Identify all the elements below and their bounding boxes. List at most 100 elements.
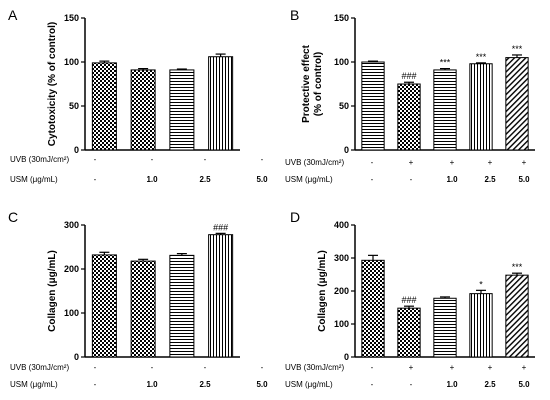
panel-a: A 0 50 100 150 Cytotoxicity (% of control) UVB…	[8, 7, 268, 184]
y-axis-label: Cytotoxicity (% of control)	[47, 22, 58, 146]
condition-value: 2.5	[199, 380, 211, 389]
y-tick-label: 0	[344, 145, 349, 155]
condition-value: -	[410, 175, 413, 184]
bar	[433, 297, 457, 358]
condition-value: -	[151, 363, 154, 372]
y-tick-label: 100	[64, 308, 79, 318]
condition-value: +	[409, 158, 414, 167]
condition-value: -	[151, 155, 154, 164]
condition-label: USM (μg/mL)	[10, 380, 58, 389]
condition-label: USM (μg/mL)	[285, 380, 333, 389]
y-tick-label: 0	[74, 145, 79, 155]
condition-label: UVB (30mJ/cm²)	[10, 363, 69, 372]
significance-label: ###	[213, 222, 228, 232]
condition-value: -	[94, 380, 97, 389]
condition-value: -	[410, 380, 413, 389]
y-tick-label: 0	[74, 352, 79, 362]
y-tick-label: 150	[64, 13, 79, 23]
panel-letter: B	[290, 7, 299, 23]
y-tick-label: 400	[334, 220, 349, 230]
condition-value: -	[261, 155, 264, 164]
bar	[130, 260, 156, 358]
y-tick-label: 100	[334, 319, 349, 329]
condition-value: +	[522, 363, 527, 372]
y-tick-label: 200	[64, 264, 79, 274]
condition-value: -	[94, 363, 97, 372]
bar	[130, 69, 156, 151]
bar	[397, 307, 421, 358]
condition-value: 5.0	[518, 380, 530, 389]
panel-letter: D	[290, 209, 300, 225]
significance-label: ***	[476, 52, 487, 62]
bar	[361, 259, 385, 358]
panel-letter: C	[8, 209, 18, 225]
condition-value: -	[371, 363, 374, 372]
condition-value: 5.0	[256, 175, 268, 184]
bar	[397, 83, 421, 151]
condition-value: +	[522, 158, 527, 167]
y-tick-label: 300	[334, 253, 349, 263]
condition-value: -	[204, 155, 207, 164]
condition-value: +	[409, 363, 414, 372]
condition-label: UVB (30mJ/cm²)	[10, 155, 69, 164]
bar	[169, 254, 195, 358]
panel-b: B 0 50 100 150 Protective effect (% of control…	[285, 7, 535, 184]
condition-value: -	[371, 380, 374, 389]
condition-value: 1.0	[446, 380, 458, 389]
condition-label: USM (μg/mL)	[10, 175, 58, 184]
significance-label: ***	[512, 262, 523, 272]
condition-value: 5.0	[518, 175, 530, 184]
significance-label: ***	[512, 44, 523, 54]
significance-label: ***	[440, 58, 451, 68]
condition-value: 5.0	[256, 380, 268, 389]
condition-value: -	[371, 175, 374, 184]
condition-label: USM (μg/mL)	[285, 175, 333, 184]
bar	[505, 274, 529, 358]
y-tick-label: 100	[64, 57, 79, 67]
y-tick-label: 0	[344, 352, 349, 362]
y-tick-label: 200	[334, 286, 349, 296]
y-axis-label: Collagen (μg/mL)	[47, 250, 58, 332]
bar	[433, 69, 457, 151]
y-tick-label: 100	[334, 57, 349, 67]
y-axis-label: Collagen (μg/mL)	[317, 250, 328, 332]
bar	[91, 254, 117, 358]
y-tick-label: 300	[64, 220, 79, 230]
condition-value: -	[371, 158, 374, 167]
y-axis-label: Protective effect	[301, 44, 312, 122]
significance-label: *	[479, 279, 483, 289]
panel-c: C 0 100 200 300 Collagen (μg/mL) ### UVB (30mJ/…	[8, 209, 268, 389]
condition-value: 1.0	[146, 175, 158, 184]
condition-value: 2.5	[199, 175, 211, 184]
condition-value: +	[488, 158, 493, 167]
y-tick-label: 150	[334, 13, 349, 23]
bar	[208, 234, 234, 358]
condition-label: UVB (30mJ/cm²)	[285, 363, 344, 372]
condition-value: +	[450, 158, 455, 167]
condition-value: 1.0	[146, 380, 158, 389]
condition-value: -	[94, 175, 97, 184]
significance-label: ###	[401, 71, 416, 81]
panel-letter: A	[8, 7, 18, 23]
bar	[361, 61, 385, 151]
condition-value: +	[450, 363, 455, 372]
bar	[208, 56, 234, 151]
condition-value: -	[94, 155, 97, 164]
y-tick-label: 50	[339, 101, 349, 111]
condition-value: -	[204, 363, 207, 372]
condition-label: UVB (30mJ/cm²)	[285, 158, 344, 167]
condition-value: +	[488, 363, 493, 372]
condition-value: 2.5	[484, 175, 496, 184]
bar	[469, 293, 493, 358]
bar	[91, 62, 117, 151]
bar	[505, 57, 529, 151]
bar	[169, 69, 195, 151]
condition-value: 2.5	[484, 380, 496, 389]
y-axis-label: (% of control)	[313, 52, 324, 116]
condition-value: -	[261, 363, 264, 372]
y-tick-label: 50	[69, 101, 79, 111]
bar	[469, 63, 493, 151]
significance-label: ###	[401, 295, 416, 305]
